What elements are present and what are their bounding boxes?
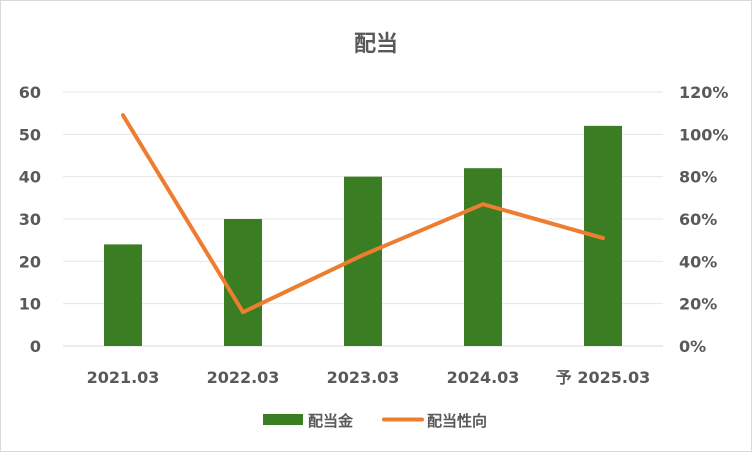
y-left-tick-label: 10 (19, 295, 41, 314)
bar (464, 168, 502, 346)
legend-swatch-bar (263, 414, 303, 425)
y-left-tick-label: 0 (30, 337, 41, 356)
right-axis-ticks: 0% 20% 40% 60% 80% 100% 120% (679, 83, 728, 356)
line-point (601, 236, 605, 241)
x-tick-label: 2023.03 (327, 368, 400, 387)
line-series (121, 113, 605, 315)
y-right-tick-label: 60% (679, 210, 717, 229)
y-left-tick-label: 20 (19, 252, 41, 271)
x-tick-label: 2024.03 (447, 368, 520, 387)
line-point (361, 252, 365, 257)
y-left-tick-label: 60 (19, 83, 41, 102)
chart-title: 配当 (354, 32, 398, 57)
x-tick-label: 2021.03 (87, 368, 160, 387)
y-right-tick-label: 40% (679, 252, 717, 271)
left-axis-ticks: 0 10 20 30 40 50 60 (19, 83, 41, 356)
y-right-tick-label: 0% (679, 337, 706, 356)
y-right-tick-label: 100% (679, 125, 728, 144)
y-right-tick-label: 80% (679, 168, 717, 187)
y-left-tick-label: 40 (19, 168, 41, 187)
legend: 配当金 配当性向 (263, 412, 487, 430)
x-axis-ticks: 2021.03 2022.03 2023.03 2024.03 予 2025.03 (87, 368, 651, 387)
bar-series (104, 125, 622, 346)
y-left-tick-label: 50 (19, 125, 41, 144)
line-point (241, 310, 245, 315)
legend-label-bar: 配当金 (308, 412, 354, 430)
legend-label-line: 配当性向 (427, 412, 487, 430)
y-right-tick-label: 120% (679, 83, 728, 102)
y-left-tick-label: 30 (19, 210, 41, 229)
line-point (481, 202, 485, 207)
bar (224, 219, 262, 346)
line-point (121, 113, 125, 118)
bar (104, 244, 142, 346)
x-tick-label: 2022.03 (207, 368, 280, 387)
x-tick-label: 予 2025.03 (556, 368, 650, 387)
y-right-tick-label: 20% (679, 295, 717, 314)
